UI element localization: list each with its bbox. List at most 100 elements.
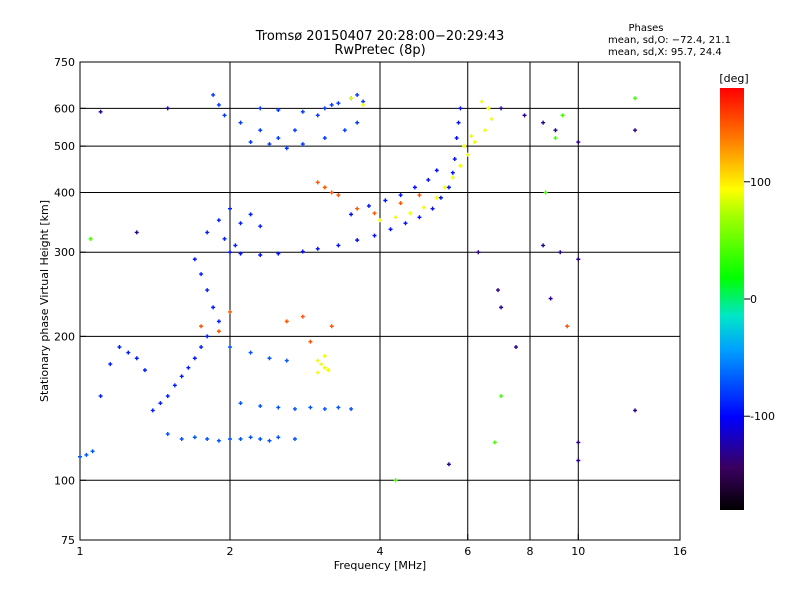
- data-point: [248, 212, 253, 217]
- data-point: [258, 404, 263, 409]
- data-point: [421, 205, 426, 210]
- data-point: [412, 185, 417, 190]
- data-point: [322, 406, 327, 411]
- data-point: [134, 356, 139, 361]
- data-point: [458, 106, 463, 111]
- x-axis-label: Frequency [MHz]: [334, 559, 426, 572]
- data-point: [560, 113, 565, 118]
- data-point: [258, 436, 263, 441]
- data-point: [117, 345, 122, 350]
- data-point: [199, 345, 204, 350]
- data-point: [322, 106, 327, 111]
- x-axis-ticks: 1 2 4 6 8 10 16: [77, 534, 687, 558]
- data-point: [134, 230, 139, 235]
- data-point: [233, 243, 238, 248]
- data-point: [548, 296, 553, 301]
- data-point: [228, 250, 232, 255]
- x-tick-label: 8: [527, 545, 534, 558]
- data-point: [462, 144, 467, 149]
- data-point: [292, 128, 297, 133]
- data-point: [329, 324, 334, 329]
- data-point: [267, 356, 272, 361]
- data-points: [78, 92, 638, 483]
- data-point: [499, 106, 504, 111]
- data-point: [158, 401, 163, 406]
- y-axis-ticks: 75 100 200 300 400 500 600 750: [54, 56, 86, 547]
- data-point: [434, 195, 439, 200]
- data-point: [472, 140, 477, 145]
- data-point: [205, 334, 210, 339]
- data-point: [342, 128, 347, 133]
- data-point: [267, 438, 272, 443]
- phase-stats-heading: Phases: [628, 23, 663, 34]
- y-tick-label: 500: [54, 140, 75, 153]
- y-tick-label: 300: [54, 246, 75, 259]
- data-point: [284, 146, 289, 151]
- data-point: [483, 128, 488, 133]
- data-point: [211, 305, 216, 310]
- y-tick-label: 600: [54, 102, 75, 115]
- data-point: [90, 449, 95, 454]
- data-point: [355, 206, 360, 211]
- data-point: [308, 405, 313, 410]
- data-point: [469, 134, 474, 139]
- data-point: [372, 233, 377, 238]
- data-point: [489, 116, 494, 121]
- data-point: [179, 374, 184, 379]
- gridlines: [80, 62, 680, 540]
- data-point: [322, 185, 327, 190]
- data-point: [336, 101, 341, 106]
- data-point: [238, 401, 243, 406]
- data-point: [434, 168, 439, 173]
- data-point: [150, 408, 155, 413]
- data-point: [276, 108, 281, 113]
- data-point: [216, 218, 221, 223]
- data-point: [248, 350, 253, 355]
- colorbar-ticks: 100 0 -100: [744, 176, 775, 423]
- data-point: [522, 113, 527, 118]
- colorbar-tick-label: 0: [750, 293, 757, 306]
- data-point: [276, 405, 281, 410]
- data-point: [446, 185, 451, 190]
- data-point: [326, 368, 331, 373]
- data-point: [403, 221, 408, 226]
- data-point: [258, 253, 263, 258]
- data-point: [541, 243, 546, 248]
- data-point: [430, 206, 435, 211]
- data-point: [199, 324, 204, 329]
- data-point: [142, 368, 147, 373]
- data-point: [267, 142, 272, 147]
- data-point: [165, 431, 170, 436]
- phase-stats-o: mean, sd,O: −72.4, 21.1: [608, 35, 731, 46]
- data-point: [393, 478, 398, 483]
- data-point: [438, 195, 443, 200]
- data-point: [633, 96, 638, 101]
- data-point: [300, 314, 305, 319]
- data-point: [322, 136, 327, 141]
- data-point: [216, 319, 221, 324]
- data-point: [450, 175, 455, 180]
- data-point: [558, 250, 563, 255]
- data-point: [361, 102, 366, 107]
- data-point: [211, 92, 216, 97]
- data-point: [216, 102, 221, 107]
- data-point: [199, 272, 204, 277]
- data-point: [258, 224, 263, 229]
- phase-stats-x: mean, sd,X: 95.7, 24.4: [608, 47, 722, 58]
- chart-title: Tromsø 20150407 20:28:00−20:29:43: [255, 29, 505, 44]
- data-point: [576, 257, 581, 262]
- data-point: [322, 365, 327, 370]
- data-point: [205, 288, 210, 293]
- data-point: [238, 221, 243, 226]
- data-point: [284, 319, 289, 324]
- data-point: [492, 440, 497, 445]
- data-point: [553, 128, 558, 133]
- data-point: [258, 106, 263, 111]
- data-point: [349, 212, 354, 217]
- data-point: [541, 120, 546, 125]
- data-point: [276, 251, 281, 256]
- data-point: [361, 99, 366, 104]
- data-point: [553, 136, 558, 141]
- data-point: [417, 193, 422, 198]
- data-point: [355, 120, 360, 125]
